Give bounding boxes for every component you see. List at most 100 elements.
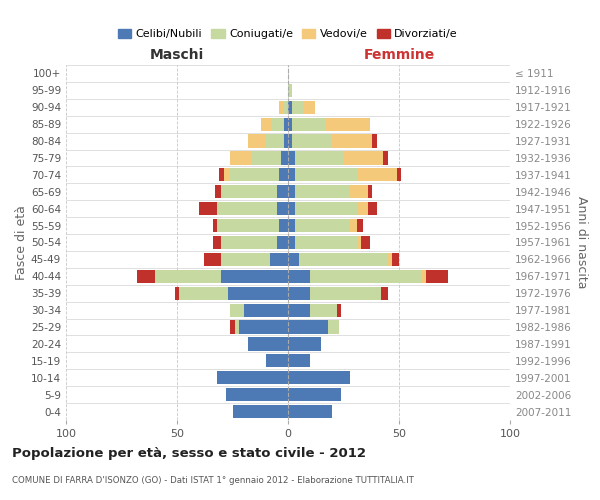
Bar <box>217 219 279 232</box>
Bar <box>288 405 332 418</box>
Bar <box>221 253 270 266</box>
Bar <box>292 134 332 147</box>
Bar <box>137 270 155 283</box>
Bar <box>288 118 292 131</box>
Text: Maschi: Maschi <box>150 48 204 62</box>
Bar <box>281 152 288 164</box>
Bar <box>295 168 357 181</box>
Bar <box>217 371 288 384</box>
Bar <box>248 134 266 147</box>
Bar <box>215 185 221 198</box>
Bar <box>221 185 277 198</box>
Bar <box>357 236 361 249</box>
Bar <box>381 286 388 300</box>
Bar <box>343 152 383 164</box>
Bar <box>284 100 288 114</box>
Bar <box>288 388 341 401</box>
Bar <box>272 118 284 131</box>
Bar <box>288 152 295 164</box>
Bar <box>388 253 392 266</box>
Bar <box>295 152 343 164</box>
Bar <box>212 236 221 249</box>
Bar <box>233 405 288 418</box>
Bar <box>295 219 350 232</box>
Bar <box>368 185 373 198</box>
Bar <box>288 84 292 97</box>
Bar <box>288 100 292 114</box>
Bar <box>357 202 368 215</box>
Bar <box>299 253 388 266</box>
Bar <box>228 286 288 300</box>
Bar <box>279 168 288 181</box>
Bar <box>288 286 310 300</box>
Bar <box>295 236 357 249</box>
Bar <box>310 304 337 316</box>
Legend: Celibi/Nubili, Coniugati/e, Vedovi/e, Divorziati/e: Celibi/Nubili, Coniugati/e, Vedovi/e, Di… <box>113 24 463 44</box>
Bar <box>277 202 288 215</box>
Bar <box>337 304 341 316</box>
Bar <box>221 270 288 283</box>
Bar <box>155 270 221 283</box>
Bar <box>288 320 328 334</box>
Bar <box>288 253 299 266</box>
Bar <box>277 236 288 249</box>
Bar <box>383 152 388 164</box>
Bar <box>277 185 288 198</box>
Y-axis label: Anni di nascita: Anni di nascita <box>575 196 588 289</box>
Bar <box>279 219 288 232</box>
Bar <box>292 118 326 131</box>
Bar <box>230 152 253 164</box>
Bar <box>288 354 310 368</box>
Bar <box>199 202 217 215</box>
Bar <box>373 134 377 147</box>
Bar <box>279 100 284 114</box>
Bar <box>262 118 272 131</box>
Bar <box>230 304 244 316</box>
Bar <box>288 338 322 350</box>
Bar <box>224 168 230 181</box>
Bar <box>425 270 448 283</box>
Bar <box>288 219 295 232</box>
Bar <box>239 320 288 334</box>
Bar <box>295 185 350 198</box>
Bar <box>212 219 217 232</box>
Y-axis label: Fasce di età: Fasce di età <box>15 205 28 280</box>
Bar <box>288 270 310 283</box>
Bar <box>266 134 284 147</box>
Bar <box>203 253 221 266</box>
Bar <box>248 338 288 350</box>
Bar <box>357 168 397 181</box>
Bar <box>221 236 277 249</box>
Bar <box>270 253 288 266</box>
Bar <box>288 304 310 316</box>
Bar <box>284 118 288 131</box>
Bar <box>332 134 373 147</box>
Bar <box>310 270 421 283</box>
Bar <box>244 304 288 316</box>
Bar <box>230 168 279 181</box>
Text: COMUNE DI FARRA D'ISONZO (GO) - Dati ISTAT 1° gennaio 2012 - Elaborazione TUTTIT: COMUNE DI FARRA D'ISONZO (GO) - Dati IST… <box>12 476 414 485</box>
Bar <box>230 320 235 334</box>
Bar <box>361 236 370 249</box>
Bar <box>288 371 350 384</box>
Bar <box>328 320 339 334</box>
Bar <box>288 134 292 147</box>
Bar <box>304 100 314 114</box>
Bar <box>175 286 179 300</box>
Bar <box>368 202 377 215</box>
Bar <box>310 286 381 300</box>
Bar <box>253 152 281 164</box>
Bar <box>350 185 368 198</box>
Bar <box>288 168 295 181</box>
Bar <box>226 388 288 401</box>
Bar <box>421 270 425 283</box>
Bar <box>235 320 239 334</box>
Bar <box>288 185 295 198</box>
Text: Popolazione per età, sesso e stato civile - 2012: Popolazione per età, sesso e stato civil… <box>12 448 366 460</box>
Bar <box>217 202 277 215</box>
Bar <box>292 100 304 114</box>
Bar <box>295 202 357 215</box>
Bar <box>288 236 295 249</box>
Bar <box>397 168 401 181</box>
Bar <box>350 219 357 232</box>
